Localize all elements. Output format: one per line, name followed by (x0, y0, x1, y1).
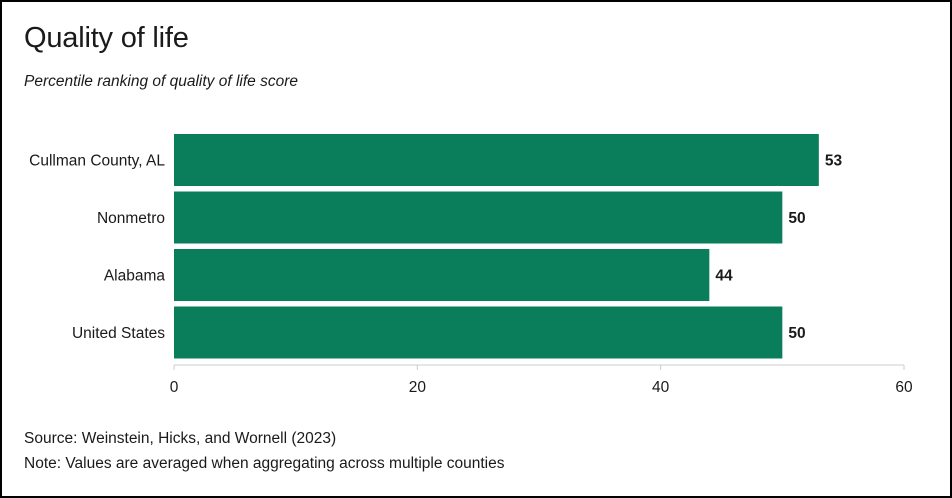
aggregation-note: Note: Values are averaged when aggregati… (24, 455, 505, 472)
bar (174, 134, 819, 186)
bar (174, 306, 783, 359)
source-note: Source: Weinstein, Hicks, and Wornell (2… (24, 430, 337, 447)
data-label: 44 (715, 268, 733, 285)
data-label: 50 (788, 325, 805, 342)
chart-title: Quality of life (24, 22, 189, 54)
x-tick-label: 60 (895, 379, 913, 396)
x-tick-label: 0 (170, 379, 179, 396)
x-tick-label: 40 (652, 379, 670, 396)
bar (174, 191, 783, 244)
data-label: 50 (788, 210, 805, 227)
chart-subtitle: Percentile ranking of quality of life sc… (24, 73, 298, 90)
bar-chart: Cullman County, AL 53 Nonmetro 50 Alabama 44 U… (29, 134, 913, 396)
x-tick-label: 20 (409, 379, 427, 396)
category-label: United States (72, 325, 165, 342)
category-label: Alabama (104, 268, 166, 285)
bar (174, 249, 710, 301)
category-label: Nonmetro (97, 210, 165, 227)
data-label: 53 (825, 153, 843, 170)
category-label: Cullman County, AL (29, 153, 165, 170)
